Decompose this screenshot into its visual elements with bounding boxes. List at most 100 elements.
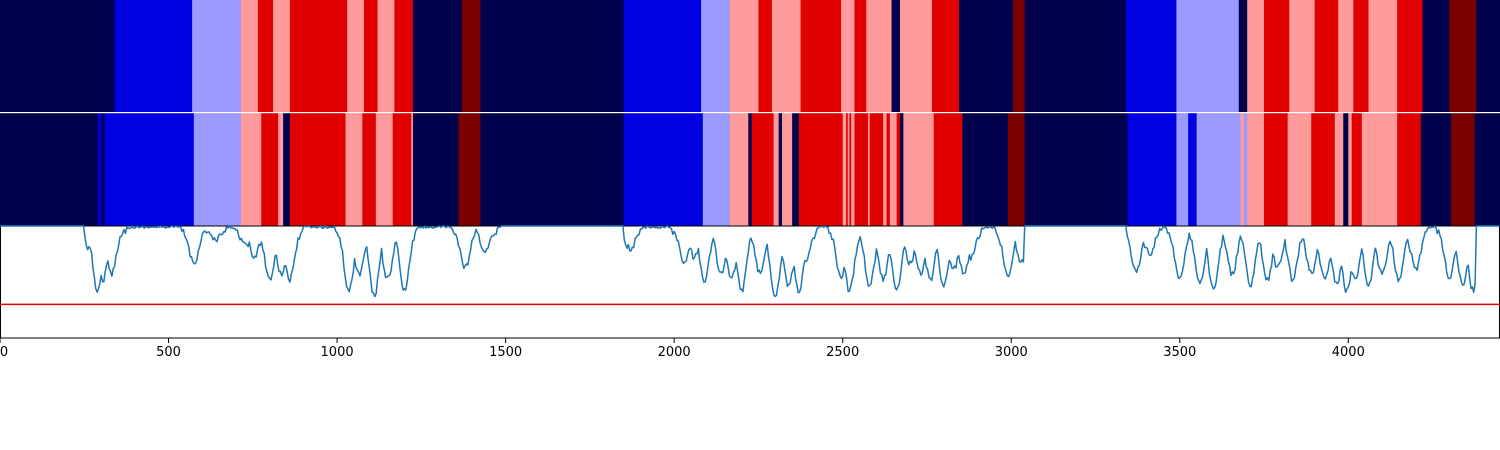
state-band-top-segment-14 <box>623 0 702 112</box>
state-band-bottom-segment-12 <box>347 113 363 226</box>
state-band-bottom-segment-1 <box>97 113 102 226</box>
state-band-bottom-segment-55 <box>1264 113 1289 226</box>
signal-series-line <box>0 225 1500 298</box>
state-band-bottom-segment-31 <box>846 113 849 226</box>
state-band-bottom-segment-8 <box>278 113 284 226</box>
state-band-top-segment-29 <box>1125 0 1177 112</box>
state-band-top-segment-17 <box>758 0 773 112</box>
state-band-bottom-segment-6 <box>241 113 262 226</box>
state-band-bottom-segment-48 <box>1127 113 1177 226</box>
state-band-bottom-segment-66 <box>1474 113 1500 226</box>
state-band-top-segment-32 <box>1247 0 1265 112</box>
state-band-bottom-segment-20 <box>623 113 704 226</box>
state-band-top-segment-0 <box>0 0 116 112</box>
state-band-bottom-segment-54 <box>1247 113 1265 226</box>
state-band-top-segment-8 <box>364 0 378 112</box>
state-band-bottom-segment-3 <box>104 113 114 226</box>
state-band-bottom-segment-19 <box>480 113 624 226</box>
state-band-top-segment-31 <box>1238 0 1248 112</box>
state-band-bottom-segment-36 <box>867 113 871 226</box>
state-band-bottom-segment-64 <box>1420 113 1452 226</box>
state-band-top-segment-12 <box>461 0 481 112</box>
state-band-top-segment-39 <box>1397 0 1423 112</box>
state-band-top-segment-36 <box>1338 0 1354 112</box>
state-band-bottom-segment-11 <box>345 113 348 226</box>
state-band-bottom-segment-14 <box>375 113 394 226</box>
state-band-top-segment-18 <box>771 0 801 112</box>
state-band-bottom-segment-16 <box>411 113 414 226</box>
state-band-top-segment-34 <box>1289 0 1316 112</box>
state-band-bottom-segment-32 <box>847 113 850 226</box>
state-band-top-segment-6 <box>289 0 348 112</box>
state-band-top-segment-11 <box>412 0 463 112</box>
state-band-top-segment-35 <box>1314 0 1339 112</box>
state-band-bottom-segment-24 <box>751 113 774 226</box>
band-separator <box>0 112 1500 114</box>
state-band-bottom-segment-50 <box>1188 113 1198 226</box>
state-band-top-segment-27 <box>1012 0 1026 112</box>
state-band-top-segment-25 <box>932 0 960 112</box>
state-band-bottom-segment-21 <box>702 113 731 226</box>
state-band-bottom-segment-28 <box>792 113 800 226</box>
state-band-top-segment-21 <box>854 0 867 112</box>
state-band-top-segment-41 <box>1449 0 1477 112</box>
state-band-bottom-segment-39 <box>886 113 891 226</box>
state-band-top-segment-28 <box>1024 0 1127 112</box>
state-band-top-segment-3 <box>241 0 259 112</box>
state-band-bottom-segment-41 <box>896 113 901 226</box>
state-band-bottom-segment-33 <box>849 113 852 226</box>
state-band-bottom-segment-13 <box>362 113 377 226</box>
state-band-bottom-segment-63 <box>1397 113 1422 226</box>
state-band-bottom-segment-61 <box>1351 113 1363 226</box>
state-band-top-segment-30 <box>1176 0 1240 112</box>
state-band-bottom-segment-47 <box>1024 113 1128 226</box>
state-band-top-segment-38 <box>1368 0 1398 112</box>
state-band-top-segment-23 <box>891 0 901 112</box>
state-band-bottom-segment-42 <box>900 113 904 226</box>
state-band-bottom-segment-0 <box>0 113 99 226</box>
state-band-top-segment-10 <box>394 0 414 112</box>
state-band-top-segment-22 <box>866 0 892 112</box>
state-band-top-segment-37 <box>1353 0 1369 112</box>
state-band-bottom-segment-7 <box>261 113 279 226</box>
state-band-bottom-segment-4 <box>112 113 195 226</box>
state-band-bottom-segment-58 <box>1334 113 1344 226</box>
state-band-bottom-segment-53 <box>1243 113 1248 226</box>
state-band-top-segment-33 <box>1264 0 1290 112</box>
state-band-bottom-segment-52 <box>1240 113 1245 226</box>
state-band-bottom-segment-56 <box>1287 113 1312 226</box>
state-band-bottom-segment-10 <box>289 113 346 226</box>
state-band-bottom-segment-30 <box>842 113 847 226</box>
state-band-bottom-segment-45 <box>962 113 1009 226</box>
state-band-bottom-segment-40 <box>889 113 898 226</box>
state-band-bottom-segment-2 <box>101 113 105 226</box>
state-band-bottom-segment-51 <box>1196 113 1241 226</box>
state-band-bottom-segment-25 <box>773 113 780 226</box>
state-band-top-segment-9 <box>377 0 395 112</box>
state-band-bottom-segment-37 <box>869 113 884 226</box>
state-band-top-segment-5 <box>273 0 291 112</box>
state-band-top-segment-24 <box>900 0 933 112</box>
state-band-bottom-segment-62 <box>1361 113 1398 226</box>
state-band-bottom <box>0 113 1500 226</box>
state-band-bottom-segment-49 <box>1176 113 1189 226</box>
state-band-bottom-segment-44 <box>933 113 963 226</box>
state-band-top-segment-19 <box>800 0 842 112</box>
state-band-top-segment-20 <box>841 0 855 112</box>
state-band-top-segment-4 <box>257 0 274 112</box>
state-band-bottom-segment-5 <box>193 113 242 226</box>
state-band-top-segment-26 <box>958 0 1014 112</box>
state-band-bottom-segment-26 <box>778 113 783 226</box>
state-band-bottom-segment-43 <box>903 113 935 226</box>
state-band-top-segment-42 <box>1476 0 1500 112</box>
state-band-bottom-segment-27 <box>782 113 793 226</box>
state-band-bottom-segment-59 <box>1343 113 1349 226</box>
state-band-bottom-segment-60 <box>1348 113 1353 226</box>
state-band-top-segment-13 <box>480 0 624 112</box>
state-band-bottom-segment-18 <box>458 113 481 226</box>
state-band-bottom-segment-23 <box>748 113 753 226</box>
state-band-bottom-segment-29 <box>798 113 844 226</box>
state-band-bottom-segment-22 <box>729 113 749 226</box>
state-band-top-segment-15 <box>701 0 731 112</box>
